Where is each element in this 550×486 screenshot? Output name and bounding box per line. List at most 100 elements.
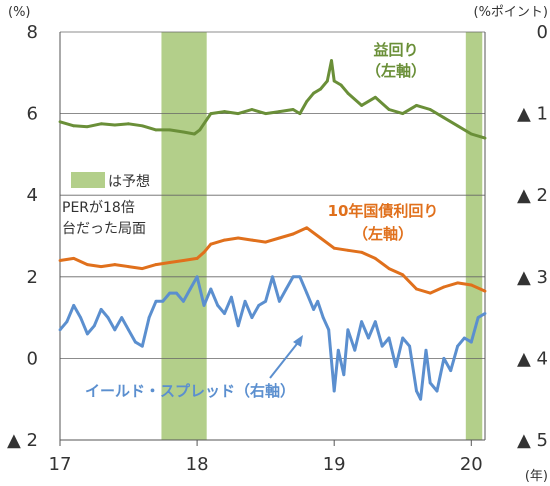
series-1-point-16 — [264, 240, 268, 244]
series-2-point-1 — [65, 320, 69, 324]
series-line-0 — [59, 59, 486, 140]
series-2-point-38 — [316, 299, 320, 303]
left-tick-label-5: ▲ 2 — [7, 430, 38, 451]
series-1-point-28 — [428, 291, 432, 295]
series-1-point-10 — [195, 257, 199, 260]
series-0-point-12 — [209, 112, 213, 115]
series-1-point-15 — [250, 238, 254, 242]
series-0-point-28 — [360, 104, 364, 107]
legend-note-line2: 台だった局面 — [62, 221, 146, 237]
series-1-point-25 — [387, 267, 391, 271]
series-line-1 — [59, 226, 486, 295]
series-2-point-18 — [181, 299, 185, 303]
series-0-point-2 — [86, 125, 89, 129]
series-1-point-8 — [168, 261, 172, 264]
series-2-point-34 — [291, 275, 295, 279]
series-0-point-33 — [428, 108, 432, 111]
series-0-point-5 — [127, 122, 130, 126]
series-2-point-50 — [387, 336, 391, 340]
series-2-point-42 — [336, 348, 340, 352]
series-2-point-56 — [424, 348, 428, 352]
series-0-point-18 — [291, 108, 295, 111]
annotation-arrow-head — [293, 335, 303, 347]
series-2-point-7 — [106, 316, 110, 319]
series-2-point-55 — [419, 397, 422, 401]
series-0-point-22 — [319, 87, 322, 91]
series-0-point-27 — [346, 91, 350, 95]
series-0-point-6 — [140, 124, 144, 128]
right-tick-label-4: ▲ 4 — [517, 348, 548, 369]
x-tick-label-2: 19 — [323, 454, 346, 475]
series-2-point-37 — [312, 308, 316, 311]
series-2-point-63 — [469, 340, 473, 344]
series-2-point-10 — [127, 328, 130, 332]
series-1-point-11 — [202, 250, 206, 254]
series-2-point-27 — [243, 299, 247, 303]
left-axis-unit: (%) — [8, 5, 31, 20]
series-2-point-48 — [373, 320, 377, 324]
right-tick-label-1: ▲ 1 — [517, 104, 548, 125]
right-tick-label-0: 0 — [537, 22, 548, 43]
series-2-point-15 — [161, 299, 165, 303]
series-2-point-62 — [463, 336, 466, 340]
series-0-point-24 — [330, 59, 333, 62]
right-tick-label-3: ▲ 3 — [517, 267, 548, 288]
series-0-point-26 — [339, 83, 343, 87]
series-2-point-47 — [367, 336, 370, 340]
series-1-point-22 — [346, 248, 350, 252]
series-1-point-3 — [99, 265, 103, 268]
series-2-point-33 — [284, 287, 288, 291]
series-1-point-0 — [58, 259, 62, 262]
series-1-point-27 — [415, 287, 418, 291]
series-line-2 — [58, 275, 486, 401]
series-0-point-9 — [181, 130, 185, 134]
legend-swatch-label: は予想 — [108, 174, 150, 190]
series-0-point-32 — [415, 104, 418, 107]
series-2-point-43 — [342, 373, 346, 377]
series-1-point-18 — [291, 232, 295, 236]
series-2-point-24 — [223, 312, 226, 315]
series-2-point-13 — [147, 316, 151, 319]
series-2-point-60 — [449, 369, 453, 373]
series-2-point-41 — [332, 389, 336, 393]
right-tick-label-2: ▲ 2 — [517, 185, 548, 206]
series-2-point-45 — [353, 348, 357, 352]
series-1-point-4 — [113, 263, 117, 266]
x-tick-label-3: 20 — [460, 454, 483, 475]
series-2-point-52 — [401, 336, 405, 340]
series-0-point-16 — [264, 112, 268, 115]
series-0-point-35 — [456, 124, 459, 128]
x-tick-label-0: 17 — [49, 454, 72, 475]
series-0-point-14 — [236, 112, 240, 115]
right-tick-label-5: ▲ 5 — [517, 430, 548, 451]
series-0-point-29 — [373, 95, 377, 99]
series-1-point-19 — [305, 226, 309, 230]
series-1-point-32 — [483, 289, 487, 293]
series-0-point-20 — [305, 99, 309, 103]
series-2-point-65 — [483, 312, 487, 315]
series-0-point-1 — [72, 124, 76, 128]
series-0-point-17 — [277, 110, 281, 113]
series-2-point-9 — [120, 316, 124, 319]
series-0-point-37 — [483, 136, 487, 140]
series-2-point-12 — [140, 344, 144, 348]
series-2-point-59 — [442, 357, 446, 360]
series-label-2-name: イールド・スプレッド — [85, 382, 235, 400]
series-1-point-31 — [469, 283, 473, 287]
series-1-point-14 — [236, 236, 240, 240]
series-2-point-49 — [380, 344, 384, 348]
series-label-0-name: 益回り — [373, 41, 418, 59]
series-0-point-30 — [387, 108, 391, 111]
series-0-point-10 — [192, 132, 196, 136]
series-1-point-20 — [319, 236, 322, 240]
series-1-point-7 — [154, 263, 158, 266]
series-2-point-0 — [58, 328, 62, 332]
series-1-point-2 — [86, 263, 89, 266]
series-0-point-25 — [332, 79, 336, 83]
left-tick-label-3: 2 — [27, 267, 38, 288]
series-label-2-axis: （右軸） — [235, 382, 295, 400]
series-2-point-51 — [394, 365, 398, 368]
series-2-point-64 — [476, 316, 480, 319]
series-2-point-19 — [188, 287, 192, 291]
series-2-point-21 — [202, 303, 206, 307]
